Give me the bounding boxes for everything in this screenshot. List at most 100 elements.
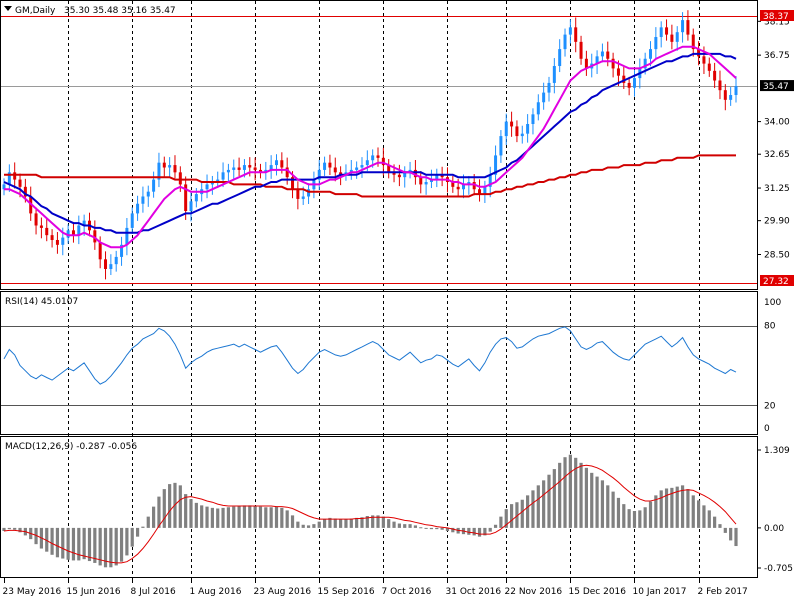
- candle: [2, 178, 6, 196]
- macd-bar: [568, 454, 572, 528]
- candle: [713, 62, 717, 89]
- macd-bar: [659, 490, 663, 528]
- macd-bar: [563, 457, 567, 528]
- macd-bar: [595, 476, 599, 528]
- macd-bar: [66, 527, 70, 560]
- macd-bar: [178, 485, 182, 528]
- macd-bar: [2, 527, 6, 532]
- macd-bar: [242, 505, 247, 528]
- macd-bar: [264, 507, 268, 528]
- macd-bar: [606, 485, 610, 528]
- current-price-label: 35.47: [763, 82, 789, 92]
- rsi-title: RSI(14) 45.0107: [5, 297, 78, 307]
- macd-bar: [312, 524, 316, 528]
- candle: [355, 161, 359, 179]
- macd-bar: [34, 527, 38, 545]
- price-tick-label: 38.15: [764, 17, 790, 27]
- macd-bar: [168, 484, 172, 528]
- macd-bar: [274, 506, 279, 528]
- macd-bar: [526, 495, 530, 528]
- macd-bar: [558, 462, 562, 528]
- macd-bar: [7, 527, 11, 530]
- macd-bar: [135, 527, 140, 537]
- macd-bar: [77, 527, 81, 561]
- macd-bar: [269, 507, 273, 528]
- candle: [649, 41, 653, 67]
- candle: [435, 168, 439, 188]
- candle: [189, 191, 193, 222]
- candle: [168, 157, 172, 178]
- macd-bar: [435, 527, 439, 530]
- candle: [616, 60, 620, 87]
- candle: [510, 111, 514, 137]
- macd-indicator: 1.309 0.00 -0.705: [2, 446, 793, 574]
- price-level-label: 27.32: [763, 277, 789, 287]
- candle: [606, 41, 610, 67]
- macd-bar: [691, 495, 695, 528]
- candle: [232, 159, 236, 181]
- symbol-label: GM,Daily: [15, 6, 56, 16]
- x-tick-label: 10 Jan 2017: [633, 587, 687, 597]
- candle: [558, 39, 562, 73]
- candle: [659, 21, 663, 48]
- macd-bar: [125, 527, 129, 556]
- macd-bar: [258, 506, 263, 528]
- rsi-tick-label: 20: [764, 401, 776, 411]
- macd-bar: [654, 495, 658, 528]
- candle: [269, 155, 273, 179]
- candle: [264, 161, 268, 180]
- candle: [328, 154, 332, 175]
- macd-bar: [723, 527, 727, 533]
- candlesticks: [2, 10, 738, 280]
- macd-bar: [424, 527, 428, 529]
- macd-bar: [61, 527, 65, 559]
- rsi-pane[interactable]: [0, 291, 758, 435]
- candle: [397, 164, 401, 187]
- macd-bar: [611, 491, 615, 528]
- candle: [258, 163, 262, 179]
- price-pane[interactable]: [0, 0, 758, 290]
- macd-bar: [729, 527, 733, 541]
- rsi-tick-label: 100: [764, 298, 781, 308]
- macd-tick-label: -0.705: [764, 564, 793, 574]
- candle: [665, 19, 669, 41]
- macd-bar: [632, 511, 637, 528]
- candle: [408, 161, 412, 179]
- medium-ma-line: [3, 52, 737, 234]
- macd-bar: [210, 507, 214, 528]
- x-tick-label: 8 Jul 2016: [131, 587, 176, 597]
- macd-bar: [680, 485, 685, 528]
- candle: [579, 35, 583, 65]
- macd-bar: [445, 527, 450, 532]
- candle: [50, 229, 54, 248]
- macd-bar: [146, 516, 150, 528]
- candle: [226, 163, 230, 182]
- macd-bar: [200, 505, 204, 528]
- macd-bar: [71, 527, 76, 561]
- candle: [552, 58, 556, 94]
- macd-bar: [109, 527, 113, 568]
- macd-bar: [713, 516, 717, 528]
- candle: [440, 166, 444, 187]
- moving-averages: [3, 45, 737, 249]
- candle: [114, 250, 118, 272]
- candle: [120, 236, 124, 266]
- candle: [344, 164, 348, 181]
- macd-bar: [103, 527, 108, 568]
- macd-bar: [547, 474, 551, 528]
- rsi-line: [3, 326, 737, 385]
- macd-bar: [248, 505, 252, 528]
- candle: [109, 254, 113, 276]
- candle: [531, 108, 535, 135]
- price-tick-label: 34.00: [764, 118, 790, 128]
- candle: [563, 28, 567, 57]
- macd-bar: [87, 527, 92, 562]
- candle: [45, 218, 49, 242]
- macd-pane[interactable]: [0, 436, 758, 578]
- candle: [162, 156, 166, 177]
- triangle-down-icon[interactable]: [4, 6, 12, 11]
- candle: [253, 157, 257, 181]
- macd-bar: [718, 524, 722, 528]
- macd-bar: [627, 509, 631, 528]
